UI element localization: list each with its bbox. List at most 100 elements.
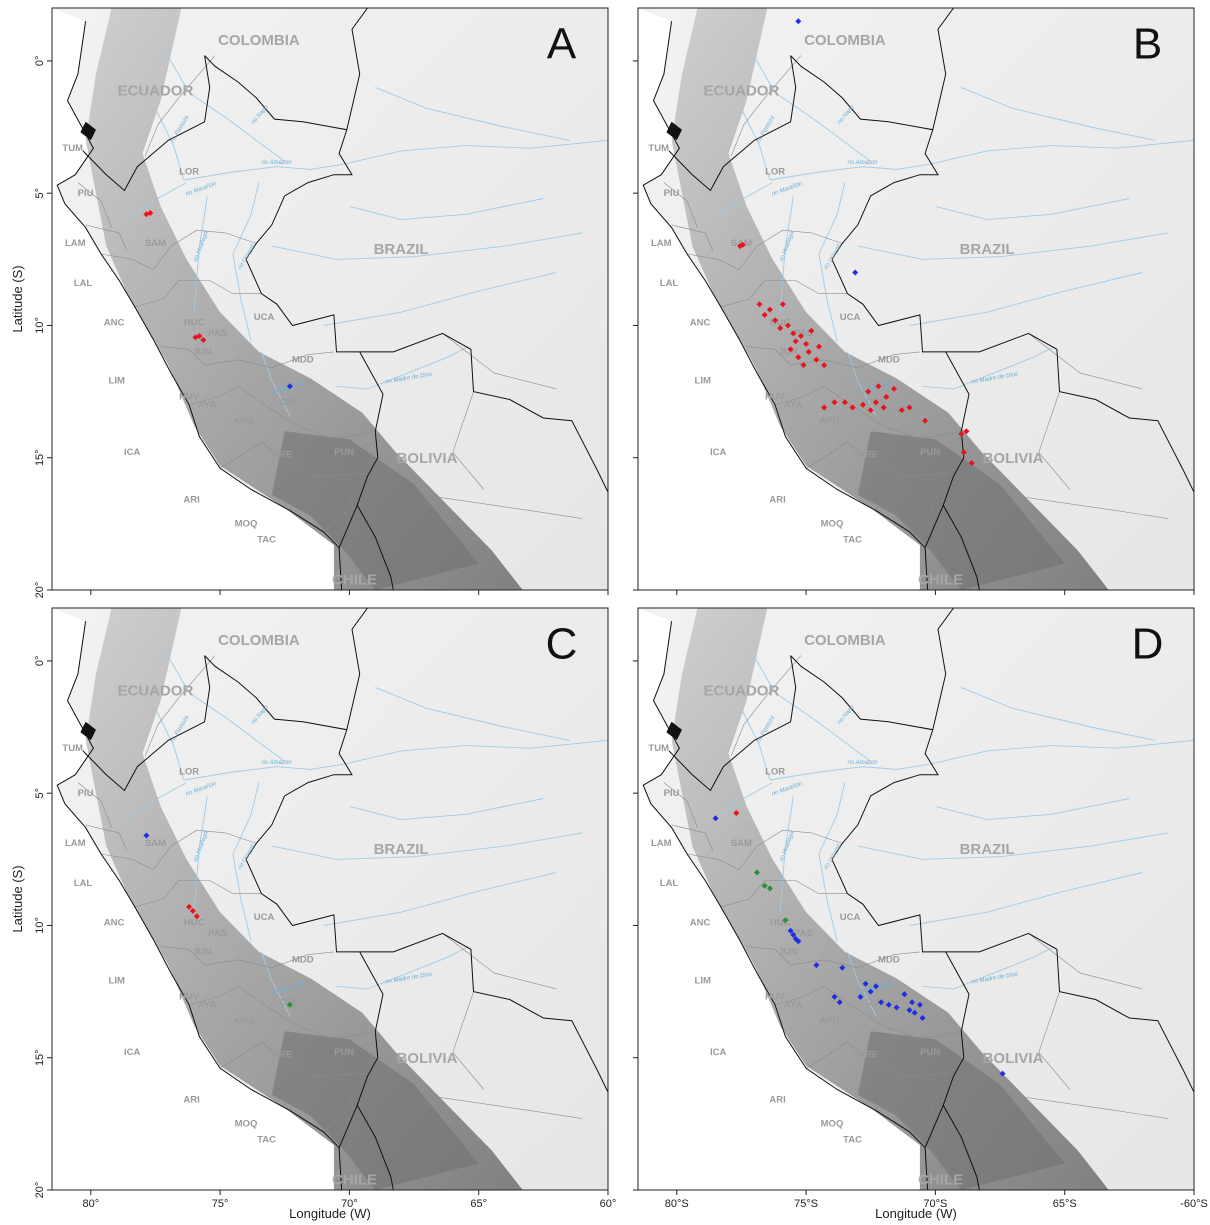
country-border	[790, 655, 970, 1148]
department-border	[85, 224, 128, 252]
occurrence-point-red	[785, 322, 791, 329]
river-line	[323, 272, 557, 326]
occurrence-point-green	[766, 885, 773, 892]
y-tick-label: 5°	[34, 788, 46, 799]
panel-letter: B	[1133, 19, 1162, 68]
country-label-ecuador: ECUADOR	[703, 682, 779, 699]
department-label-piu: PIU	[78, 788, 94, 799]
department-border	[85, 824, 128, 852]
occurrence-point-red	[800, 362, 807, 369]
country-border	[945, 332, 1194, 493]
department-label-pun: PUN	[920, 1047, 940, 1058]
river-line	[154, 708, 185, 781]
occurrence-point-red	[790, 330, 797, 337]
department-label-piu: PIU	[664, 788, 680, 799]
river-line	[126, 182, 187, 220]
department-border	[144, 655, 216, 757]
x-tick-label: 70°	[341, 1198, 358, 1210]
country-border	[668, 655, 797, 792]
department-label-aya: AYA	[784, 1000, 802, 1011]
occurrence-point-red	[898, 407, 905, 414]
department-label-aya: AYA	[198, 400, 216, 411]
occurrence-point-green	[754, 869, 760, 876]
department-border	[746, 346, 791, 366]
department-border	[687, 853, 740, 871]
ocean	[52, 608, 342, 1190]
department-border	[805, 1041, 848, 1069]
department-label-sam: SAM	[145, 238, 166, 249]
river-line	[183, 739, 608, 781]
department-label-lam: LAM	[65, 238, 86, 249]
country-label-ecuador: ECUADOR	[117, 682, 193, 699]
department-label-pun: PUN	[334, 447, 354, 458]
ocean	[638, 608, 928, 1190]
occurrence-point-red	[200, 337, 207, 343]
occurrence-point-red	[733, 810, 740, 816]
country-label-brazil: BRAZIL	[374, 841, 429, 858]
department-label-huc: HUC	[184, 918, 205, 929]
y-axis-title-bottom: Latitude (S)	[10, 865, 25, 932]
department-border	[764, 880, 848, 894]
country-label-chile: CHILE	[918, 1172, 963, 1189]
ocean	[638, 8, 928, 590]
river-line	[909, 872, 1143, 926]
river-line	[375, 86, 570, 141]
occurrence-point-blue	[862, 980, 869, 987]
country-border	[945, 932, 1194, 1093]
country-label-bolivia: BOLIVIA	[983, 1050, 1044, 1067]
river-line	[740, 108, 771, 181]
x-tick-label: -60°S	[1180, 1198, 1208, 1210]
department-border	[671, 824, 714, 852]
river-line	[154, 108, 185, 181]
department-border	[101, 253, 154, 271]
river-label: rio Amazon	[848, 760, 879, 766]
occurrence-points	[143, 832, 293, 1008]
department-label-lam: LAM	[651, 838, 672, 849]
department-label-moq: MOQ	[821, 519, 844, 530]
department-label-mdd: MDD	[292, 955, 314, 966]
occurrence-point-red	[963, 428, 970, 435]
department-label-apu: APU	[819, 415, 839, 426]
gulf-island	[666, 721, 682, 741]
country-border	[942, 1105, 980, 1190]
panel-letter: A	[547, 19, 577, 68]
river-line	[847, 951, 877, 1016]
department-border	[909, 494, 939, 533]
department-label-pas: PAS	[794, 928, 813, 939]
river-line	[232, 182, 260, 342]
y-tick-label: 15°	[34, 1049, 46, 1066]
occurrence-point-blue	[867, 988, 874, 995]
department-label-sam: SAM	[145, 838, 166, 849]
country-label-colombia: COLOMBIA	[804, 32, 886, 49]
department-border	[204, 351, 334, 369]
gulf-island	[80, 721, 96, 741]
y-tick-label: 0°	[34, 56, 46, 67]
river-line	[336, 946, 469, 990]
department-border	[289, 1062, 324, 1111]
department-label-tum: TUM	[648, 743, 669, 754]
river-line	[712, 182, 773, 220]
occurrence-point-red	[841, 399, 848, 406]
department-border	[178, 280, 262, 294]
department-label-pas: PAS	[794, 328, 813, 339]
river-label: rio Amazon	[848, 160, 879, 166]
department-label-ari: ARI	[769, 1095, 785, 1106]
occurrence-point-red	[795, 354, 802, 361]
department-border	[219, 1041, 262, 1069]
x-tick-label: 80°	[82, 1198, 99, 1210]
department-label-anc: ANC	[690, 918, 711, 929]
river-line	[349, 198, 544, 221]
river-line	[126, 782, 187, 820]
department-border	[687, 253, 740, 271]
country-label-brazil: BRAZIL	[960, 241, 1015, 258]
river-line	[271, 232, 583, 260]
department-label-piu: PIU	[664, 188, 680, 199]
department-label-are: ARE	[858, 1050, 878, 1061]
country-border	[346, 8, 368, 130]
occurrence-point-red	[193, 913, 200, 920]
occurrence-point-red	[787, 346, 794, 353]
